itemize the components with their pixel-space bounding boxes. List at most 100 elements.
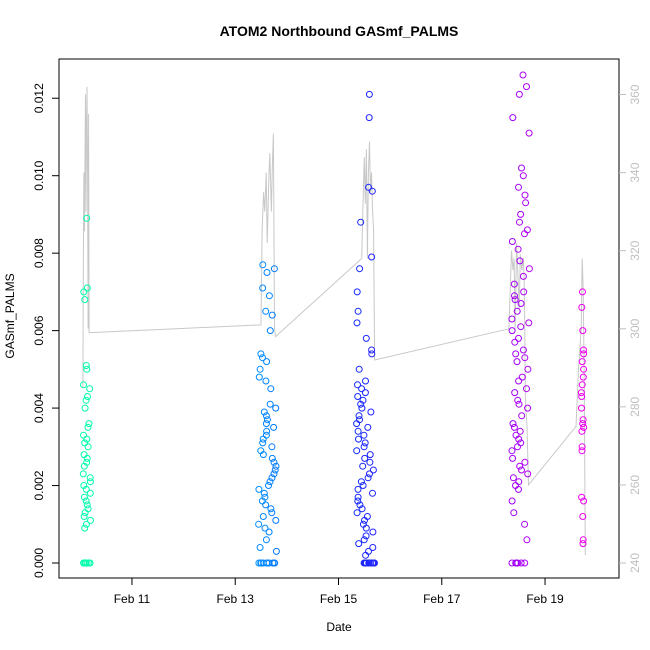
data-point (257, 350, 265, 358)
data-point (357, 478, 365, 486)
y2-tick-label: 240 (628, 553, 642, 573)
data-point (82, 485, 90, 493)
data-point (365, 183, 372, 191)
data-point (359, 396, 367, 404)
data-point (509, 454, 517, 462)
data-point (357, 218, 365, 226)
data-point (365, 114, 373, 122)
data-point (508, 327, 516, 335)
data-point (369, 528, 377, 536)
data-point (368, 253, 376, 261)
x-tick-label: Feb 13 (217, 592, 255, 606)
data-point (269, 559, 277, 567)
data-point (577, 389, 585, 397)
data-point (80, 513, 88, 520)
data-point (521, 559, 529, 567)
data-point (580, 423, 588, 431)
data-point (516, 427, 524, 435)
data-point (86, 385, 94, 393)
data-point (267, 505, 275, 513)
data-point (82, 396, 90, 404)
data-point (515, 485, 522, 493)
data-point (578, 404, 585, 412)
data-point (81, 439, 89, 447)
data-point (271, 466, 279, 474)
data-point (262, 412, 270, 420)
data-point (80, 431, 87, 439)
data-point (261, 524, 269, 532)
data-point (84, 393, 91, 400)
data-point (523, 536, 531, 544)
x-tick-label: Feb 19 (526, 592, 564, 606)
data-point (83, 435, 91, 443)
data-point (578, 443, 586, 451)
data-point (519, 346, 527, 354)
data-point (510, 280, 518, 288)
data-point (514, 245, 522, 253)
data-points (79, 71, 588, 567)
data-point (509, 420, 517, 428)
data-point (518, 466, 525, 474)
data-point (366, 470, 373, 478)
data-point (514, 396, 522, 404)
data-point (270, 423, 278, 431)
data-point (519, 71, 527, 79)
data-point (512, 350, 520, 358)
data-point (86, 559, 94, 567)
data-point (85, 420, 93, 428)
data-point (519, 272, 527, 280)
data-point (578, 493, 586, 501)
data-point (256, 544, 264, 551)
data-point (82, 520, 90, 528)
data-point (82, 559, 90, 567)
data-point (579, 540, 587, 548)
data-point (364, 423, 372, 431)
data-point (515, 400, 523, 408)
data-point (86, 478, 94, 486)
data-point (517, 323, 525, 331)
data-point (83, 454, 91, 462)
data-point (263, 358, 271, 366)
data-point (262, 501, 270, 509)
data-point (82, 497, 90, 505)
data-point (525, 129, 533, 137)
data-point (272, 516, 280, 524)
data-point (80, 288, 88, 296)
data-point (79, 470, 87, 478)
data-point (266, 478, 274, 486)
data-point (353, 420, 361, 428)
data-point (262, 420, 270, 428)
data-point (358, 404, 366, 412)
data-point (86, 489, 94, 497)
data-point (270, 265, 278, 273)
data-point (516, 218, 523, 226)
data-point (521, 458, 529, 466)
data-point (266, 400, 274, 408)
data-point (81, 296, 89, 304)
data-point (356, 265, 364, 273)
data-point (87, 516, 94, 524)
data-point (360, 431, 368, 439)
data-point (272, 462, 280, 470)
data-point (366, 458, 374, 466)
secondary-series (82, 86, 586, 556)
data-point (509, 114, 517, 122)
y-tick-label: 0.012 (32, 83, 46, 113)
data-point (518, 373, 526, 381)
data-point (367, 408, 375, 416)
data-point (259, 513, 267, 520)
data-point (580, 350, 588, 358)
data-point (513, 358, 521, 366)
data-point (354, 427, 362, 435)
y2-tick-label: 360 (628, 84, 642, 104)
data-point (578, 381, 586, 389)
data-point (353, 319, 361, 327)
data-point (525, 265, 533, 273)
data-point (83, 365, 91, 373)
data-point (510, 423, 518, 431)
data-point (519, 172, 527, 180)
data-point (263, 416, 271, 424)
data-point (514, 443, 521, 451)
data-point (369, 544, 377, 551)
